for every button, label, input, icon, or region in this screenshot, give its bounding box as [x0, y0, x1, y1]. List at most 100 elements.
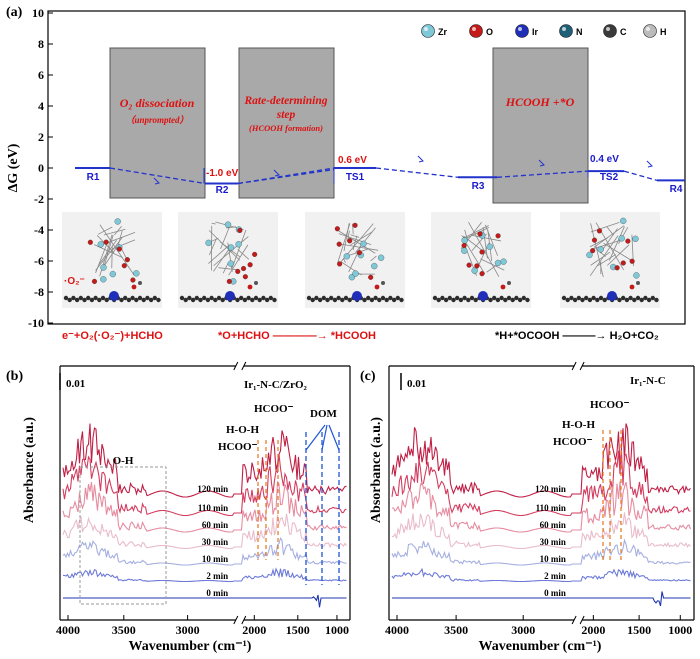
energy-connector	[376, 168, 458, 177]
carbon-atom	[217, 296, 221, 300]
carbon-atom	[180, 296, 184, 300]
time-label: 110 min	[198, 503, 228, 513]
carbon-atom	[636, 296, 640, 300]
carbon-atom	[466, 298, 470, 302]
panel-b-xlabel: Wavenumber (cm⁻¹)	[129, 639, 252, 654]
o-atom	[375, 285, 380, 290]
carbon-atom	[191, 298, 195, 302]
carbon-atom	[462, 296, 466, 300]
carbon-atom	[322, 296, 326, 300]
annotation-dom: DOM	[310, 408, 338, 420]
ytick-label: -10	[28, 316, 44, 330]
carbon-atom	[202, 296, 206, 300]
o-atom	[235, 269, 240, 274]
carbon-atom	[265, 298, 269, 302]
carbon-atom	[632, 298, 636, 302]
carbon-atom	[573, 298, 577, 302]
c-atom	[636, 281, 640, 285]
carbon-atom	[625, 298, 629, 302]
zr-atom	[344, 253, 350, 259]
ir-atom	[109, 291, 119, 301]
o-atom	[131, 278, 136, 283]
carbon-atom	[206, 298, 210, 302]
time-label: 120 min	[535, 484, 566, 494]
zr-atom	[598, 246, 604, 252]
annotation-oh: O-H	[113, 455, 134, 467]
o-atom	[132, 285, 137, 290]
xtick-label: 4000	[385, 623, 409, 637]
o-atom	[125, 257, 130, 262]
panel-c-spectra	[392, 424, 691, 607]
carbon-atom	[496, 298, 500, 302]
carbon-atom	[101, 296, 105, 300]
xtick-label: 4000	[56, 623, 80, 637]
carbon-atom	[246, 296, 250, 300]
carbon-atom	[488, 298, 492, 302]
ytick-label: -6	[34, 254, 44, 268]
o-atom	[335, 226, 340, 231]
annotation-hcoo-1: HCOO⁻	[218, 441, 258, 453]
carbon-atom	[213, 298, 217, 302]
o-atom	[122, 263, 127, 268]
atom-highlight	[424, 27, 428, 31]
carbon-atom	[399, 298, 403, 302]
carbon-atom	[145, 296, 149, 300]
o-atom	[615, 265, 620, 270]
atom-highlight	[472, 27, 476, 31]
o-atom	[467, 263, 472, 268]
carbon-atom	[470, 296, 474, 300]
zr-atom	[225, 222, 231, 228]
carbon-atom	[591, 296, 595, 300]
o-atom	[368, 275, 373, 280]
xtick-label: 2000	[581, 623, 605, 637]
carbon-atom	[373, 296, 377, 300]
carbon-atom	[603, 298, 607, 302]
carbon-atom	[311, 298, 315, 302]
carbon-atom	[621, 296, 625, 300]
o-atom	[237, 228, 242, 233]
xtick-label: 3000	[176, 623, 200, 637]
carbon-atom	[381, 296, 385, 300]
legend-label: O	[486, 27, 493, 37]
box2-subtitle: (HCOOH formation)	[249, 123, 323, 133]
carbon-atom	[514, 296, 518, 300]
reaction-arrow-icon	[418, 156, 423, 162]
time-label: 60 min	[540, 520, 566, 530]
annotation-hcoo-2: HCOO⁻	[254, 403, 294, 415]
annotation-c-hcoo-1: HCOO⁻	[553, 436, 593, 448]
panel-b-scale-label: 0.01	[66, 378, 85, 390]
carbon-atom	[392, 298, 396, 302]
carbon-atom	[511, 298, 515, 302]
carbon-atom	[79, 296, 83, 300]
panel-b-spectra	[63, 424, 347, 608]
ytick-label: -8	[34, 285, 44, 299]
box1-title: O₂ dissociation	[120, 96, 195, 110]
carbon-atom	[329, 296, 333, 300]
panel-b-label: (b)	[6, 369, 23, 384]
carbon-atom	[138, 296, 142, 300]
panel-c-label: (c)	[360, 369, 376, 384]
carbon-atom	[184, 298, 188, 302]
xtick-label: 2000	[242, 623, 266, 637]
spectrum-2-min	[392, 569, 691, 581]
figure: (a) ΔG (eV) 1086420-2-4-6-8-10 O₂ dissoc…	[0, 0, 700, 659]
time-label: 120 min	[197, 484, 228, 494]
time-label: 10 min	[540, 554, 566, 564]
carbon-atom	[525, 298, 529, 302]
carbon-atom	[562, 296, 566, 300]
carbon-atom	[209, 296, 213, 300]
xtick-label: 3500	[112, 623, 136, 637]
carbon-atom	[142, 298, 146, 302]
panel-a-ylabel: ΔG (eV)	[6, 143, 21, 192]
reaction-arrow-icon	[647, 161, 652, 167]
o-atom	[117, 247, 122, 252]
o-atom	[241, 266, 246, 271]
carbon-atom	[71, 296, 75, 300]
carbon-atom	[522, 296, 526, 300]
zr-atom	[101, 265, 107, 271]
energy-label-ts1: 0.6 eV	[338, 155, 367, 166]
carbon-atom	[643, 296, 647, 300]
zr-atom	[632, 236, 638, 242]
carbon-atom	[243, 298, 247, 302]
state-ts1-label: TS1	[346, 172, 365, 183]
